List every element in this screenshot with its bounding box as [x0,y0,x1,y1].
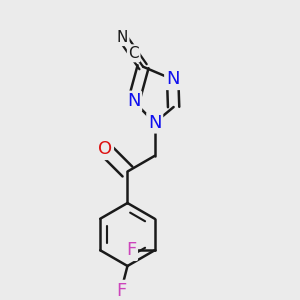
Text: N: N [148,114,161,132]
Text: N: N [127,92,140,110]
Text: O: O [98,140,112,158]
Text: F: F [116,281,126,299]
Text: C: C [128,46,139,61]
Text: F: F [126,241,136,259]
Text: N: N [117,30,128,45]
Text: N: N [166,70,179,88]
